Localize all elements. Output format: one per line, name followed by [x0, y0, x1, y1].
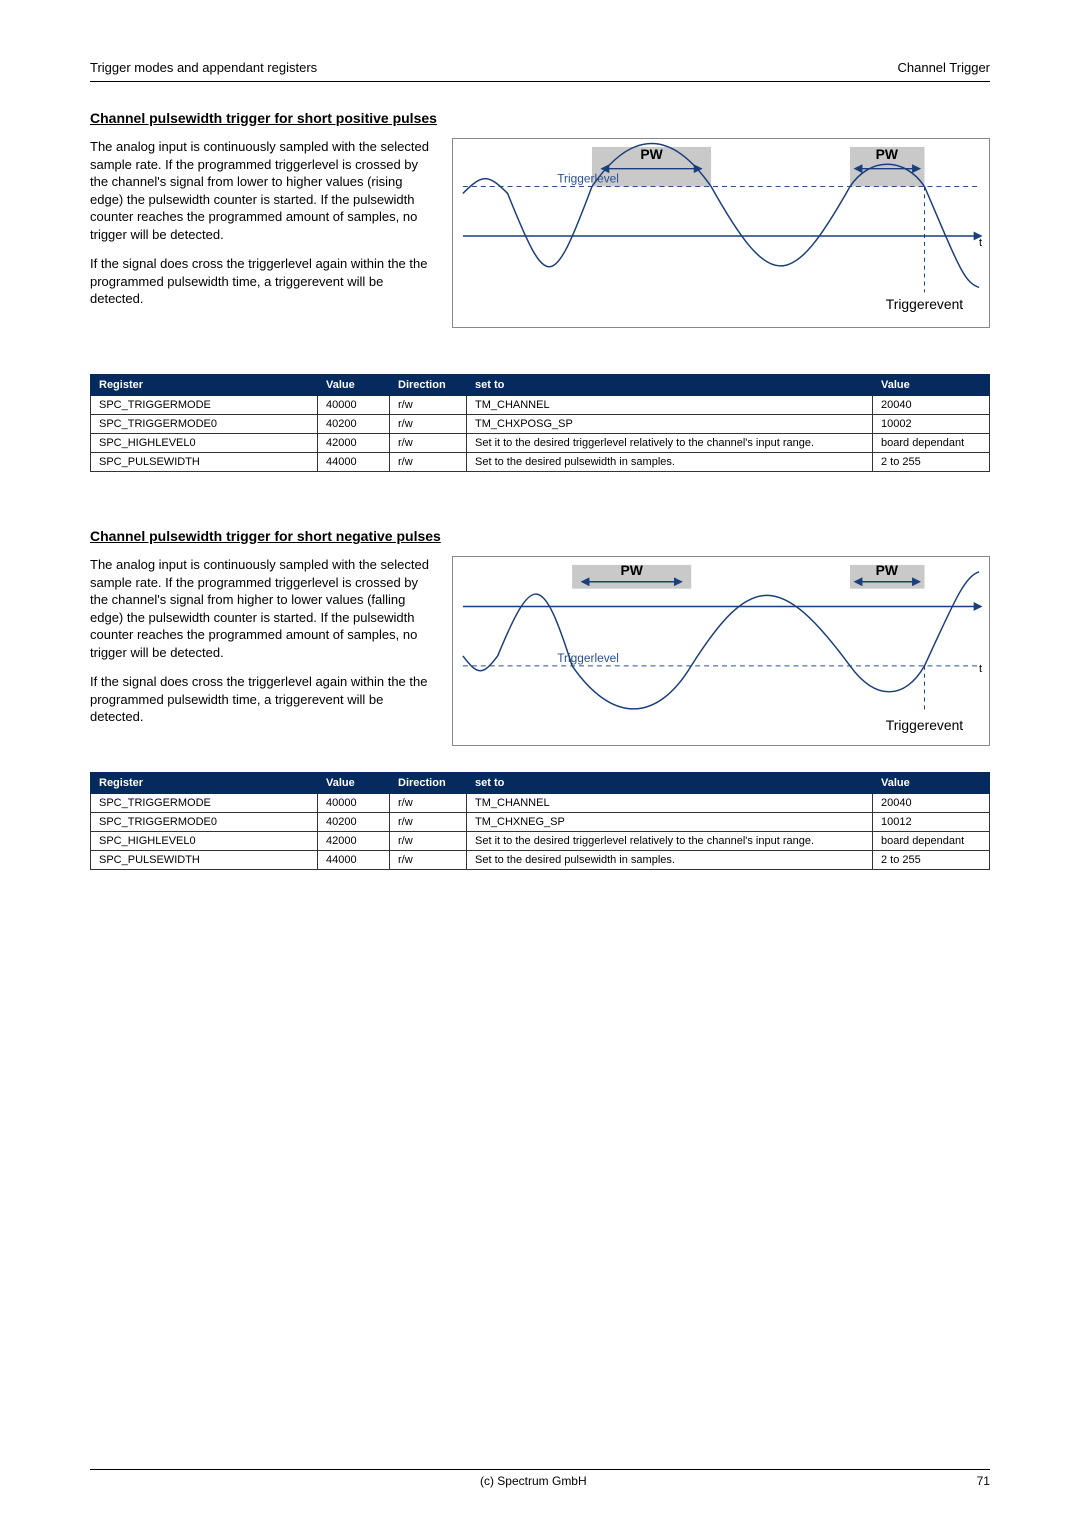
section2-title: Channel pulsewidth trigger for short neg…: [90, 528, 990, 544]
header-left: Trigger modes and appendant registers: [90, 60, 317, 75]
pw-label-3: PW: [620, 562, 643, 578]
col-value1: Value: [318, 375, 390, 396]
table-row: SPC_TRIGGERMODE0 40200 r/w TM_CHXPOSG_SP…: [91, 415, 990, 434]
triggerlevel-label-1: Triggerlevel: [557, 172, 619, 186]
footer-rule: [90, 1469, 990, 1470]
section1-row: The analog input is continuously sampled…: [90, 138, 990, 328]
footer-pageno: 71: [977, 1474, 990, 1488]
table-header-row: Register Value Direction set to Value: [91, 773, 990, 794]
triggerevent-label-1: Triggerevent: [886, 296, 964, 312]
section2-row: The analog input is continuously sampled…: [90, 556, 990, 746]
triggerevent-label-2: Triggerevent: [886, 717, 964, 733]
section1-p2: If the signal does cross the triggerleve…: [90, 255, 430, 308]
pw-label-2: PW: [876, 146, 899, 162]
section1-diagram: PW PW Triggerlevel t Triggerevent: [452, 138, 990, 328]
page-header: Trigger modes and appendant registers Ch…: [90, 60, 990, 75]
col-register: Register: [91, 773, 318, 794]
col-setto: set to: [467, 773, 873, 794]
footer-center: (c) Spectrum GmbH: [480, 1474, 587, 1488]
table-row: SPC_PULSEWIDTH 44000 r/w Set to the desi…: [91, 453, 990, 472]
section2-table: Register Value Direction set to Value SP…: [90, 772, 990, 870]
col-direction: Direction: [390, 773, 467, 794]
section2-diagram: PW PW t Triggerlevel Triggerevent: [452, 556, 990, 746]
table-header-row: Register Value Direction set to Value: [91, 375, 990, 396]
pw-label-4: PW: [876, 562, 899, 578]
col-register: Register: [91, 375, 318, 396]
section2-p2: If the signal does cross the triggerleve…: [90, 673, 430, 726]
section2-p1: The analog input is continuously sampled…: [90, 556, 430, 661]
col-value2: Value: [873, 773, 990, 794]
time-axis-label-2: t: [979, 663, 982, 675]
section1-text: The analog input is continuously sampled…: [90, 138, 430, 320]
table-row: SPC_PULSEWIDTH 44000 r/w Set to the desi…: [91, 851, 990, 870]
col-direction: Direction: [390, 375, 467, 396]
section1-title: Channel pulsewidth trigger for short pos…: [90, 110, 990, 126]
header-rule: [90, 81, 990, 82]
page: Trigger modes and appendant registers Ch…: [0, 0, 1080, 1528]
col-value1: Value: [318, 773, 390, 794]
table-row: SPC_TRIGGERMODE 40000 r/w TM_CHANNEL 200…: [91, 794, 990, 813]
triggerlevel-label-2: Triggerlevel: [557, 651, 619, 665]
time-axis-label-1: t: [979, 237, 982, 249]
page-footer: (c) Spectrum GmbH 71: [90, 1469, 990, 1488]
section1-table: Register Value Direction set to Value SP…: [90, 374, 990, 472]
header-right: Channel Trigger: [898, 60, 991, 75]
col-setto: set to: [467, 375, 873, 396]
table-row: SPC_HIGHLEVEL0 42000 r/w Set it to the d…: [91, 434, 990, 453]
col-value2: Value: [873, 375, 990, 396]
section2-text: The analog input is continuously sampled…: [90, 556, 430, 738]
section1-p1: The analog input is continuously sampled…: [90, 138, 430, 243]
pw-label-1: PW: [640, 146, 663, 162]
table-row: SPC_HIGHLEVEL0 42000 r/w Set it to the d…: [91, 832, 990, 851]
table-row: SPC_TRIGGERMODE0 40200 r/w TM_CHXNEG_SP …: [91, 813, 990, 832]
table-row: SPC_TRIGGERMODE 40000 r/w TM_CHANNEL 200…: [91, 396, 990, 415]
